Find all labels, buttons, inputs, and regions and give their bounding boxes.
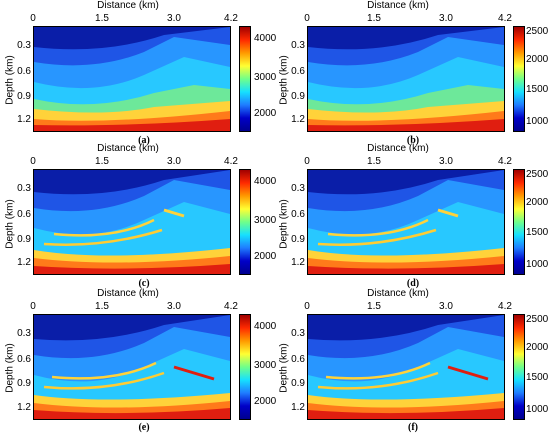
x-axis-title: Distance (km) bbox=[97, 288, 159, 299]
x-tick: 1.5 bbox=[95, 301, 109, 312]
x-tick: 1.5 bbox=[95, 156, 109, 167]
y-tick: 0.9 bbox=[291, 234, 305, 245]
colorbar bbox=[513, 169, 525, 275]
velocity-image bbox=[307, 169, 505, 275]
caption: (d) bbox=[406, 278, 420, 289]
y-tick: 0.6 bbox=[291, 66, 305, 77]
x-tick: 0 bbox=[304, 156, 310, 167]
colorbar-tick: 2000 bbox=[254, 396, 277, 407]
caption: (f) bbox=[408, 422, 418, 433]
x-tick: 0 bbox=[304, 301, 310, 312]
x-axis-title: Distance (km) bbox=[97, 143, 159, 154]
y-tick: 0.3 bbox=[291, 40, 305, 51]
colorbar bbox=[513, 314, 525, 420]
colorbar-tick: 2000 bbox=[254, 251, 277, 262]
velocity-image bbox=[33, 314, 231, 420]
y-tick: 0.6 bbox=[17, 66, 31, 77]
x-tick: 0 bbox=[30, 156, 36, 167]
x-tick: 0 bbox=[304, 13, 310, 24]
x-tick: 3.0 bbox=[167, 301, 181, 312]
x-tick: 3.0 bbox=[439, 301, 453, 312]
colorbar bbox=[513, 26, 525, 132]
colorbar-tick: 4000 bbox=[254, 321, 277, 332]
x-tick: 4.2 bbox=[498, 156, 512, 167]
colorbar-tick: 3000 bbox=[254, 215, 277, 226]
x-axis-title: Distance (km) bbox=[367, 143, 429, 154]
colorbar-tick: 4000 bbox=[254, 176, 277, 187]
y-tick: 0.3 bbox=[17, 183, 31, 194]
colorbar-tick: 3000 bbox=[254, 72, 277, 83]
velocity-image bbox=[307, 26, 505, 132]
y-tick: 0.9 bbox=[17, 91, 31, 102]
colorbar-tick: 2000 bbox=[526, 197, 549, 208]
colorbar-tick: 1000 bbox=[526, 259, 549, 270]
caption: (e) bbox=[138, 422, 150, 433]
y-tick: 0.3 bbox=[17, 328, 31, 339]
x-axis-title: Distance (km) bbox=[97, 0, 159, 11]
x-tick: 3.0 bbox=[439, 13, 453, 24]
colorbar-tick: 2000 bbox=[526, 342, 549, 353]
x-tick: 3.0 bbox=[439, 156, 453, 167]
colorbar-tick: 1500 bbox=[526, 227, 549, 238]
caption: (a) bbox=[138, 135, 150, 146]
y-tick: 1.2 bbox=[17, 257, 31, 268]
x-axis-title: Distance (km) bbox=[367, 288, 429, 299]
velocity-image bbox=[33, 26, 231, 132]
caption: (c) bbox=[138, 278, 150, 289]
y-tick: 0.9 bbox=[291, 91, 305, 102]
x-tick: 0 bbox=[30, 301, 36, 312]
x-tick: 4.2 bbox=[498, 301, 512, 312]
colorbar-tick: 1500 bbox=[526, 84, 549, 95]
x-tick: 4.2 bbox=[224, 301, 238, 312]
colorbar bbox=[239, 26, 251, 132]
x-tick: 3.0 bbox=[167, 156, 181, 167]
y-tick: 0.3 bbox=[17, 40, 31, 51]
y-tick: 0.6 bbox=[291, 354, 305, 365]
y-tick: 0.3 bbox=[291, 183, 305, 194]
colorbar-tick: 1000 bbox=[526, 404, 549, 415]
y-tick: 0.9 bbox=[291, 378, 305, 389]
colorbar-tick: 2500 bbox=[526, 314, 549, 325]
colorbar-tick: 2500 bbox=[526, 26, 549, 37]
x-tick: 1.5 bbox=[367, 13, 381, 24]
colorbar-tick: 1000 bbox=[526, 116, 549, 127]
colorbar bbox=[239, 314, 251, 420]
x-axis-title: Distance (km) bbox=[367, 0, 429, 11]
y-tick: 1.2 bbox=[17, 402, 31, 413]
y-tick: 0.6 bbox=[17, 354, 31, 365]
colorbar-tick: 2500 bbox=[526, 169, 549, 180]
y-tick: 0.9 bbox=[17, 234, 31, 245]
x-tick: 1.5 bbox=[367, 156, 381, 167]
y-tick: 0.6 bbox=[17, 209, 31, 220]
y-tick: 1.2 bbox=[291, 402, 305, 413]
x-tick: 1.5 bbox=[95, 13, 109, 24]
y-tick: 0.9 bbox=[17, 378, 31, 389]
colorbar-tick: 2000 bbox=[254, 108, 277, 119]
colorbar bbox=[239, 169, 251, 275]
caption: (b) bbox=[406, 135, 420, 146]
y-tick: 0.3 bbox=[291, 328, 305, 339]
colorbar-tick: 3000 bbox=[254, 360, 277, 371]
x-tick: 4.2 bbox=[498, 13, 512, 24]
x-tick: 4.2 bbox=[224, 156, 238, 167]
x-tick: 0 bbox=[30, 13, 36, 24]
y-tick: 0.6 bbox=[291, 209, 305, 220]
velocity-image bbox=[307, 314, 505, 420]
colorbar-tick: 2000 bbox=[526, 54, 549, 65]
x-tick: 3.0 bbox=[167, 13, 181, 24]
y-tick: 1.2 bbox=[291, 114, 305, 125]
y-tick: 1.2 bbox=[17, 114, 31, 125]
y-tick: 1.2 bbox=[291, 257, 305, 268]
colorbar-tick: 4000 bbox=[254, 33, 277, 44]
velocity-image bbox=[33, 169, 231, 275]
x-tick: 4.2 bbox=[224, 13, 238, 24]
x-tick: 1.5 bbox=[367, 301, 381, 312]
colorbar-tick: 1500 bbox=[526, 372, 549, 383]
